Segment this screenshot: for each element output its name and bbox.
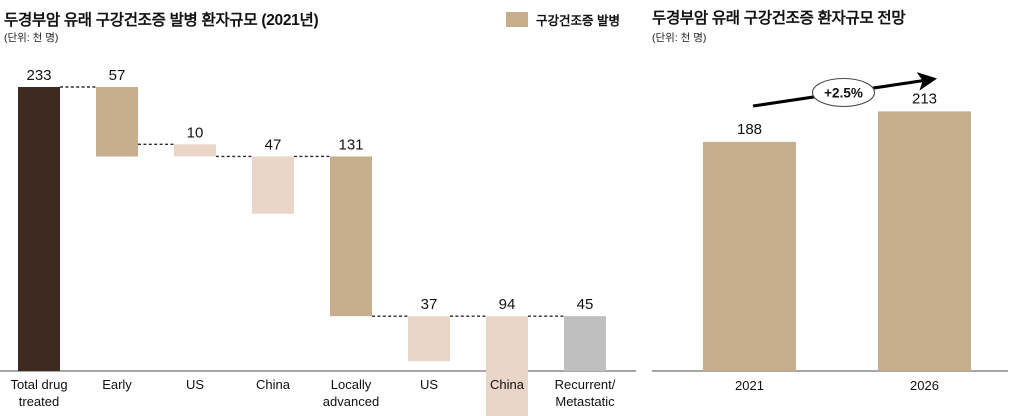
forecast-bar-chart: 188 2021 213 2026 +2.5% <box>652 72 1008 393</box>
bar-rect <box>18 87 60 371</box>
bar-value-label: 213 <box>912 90 937 107</box>
forecast-bar: 188 2021 <box>703 121 796 393</box>
category-label: US <box>420 377 438 392</box>
bar-rect <box>252 156 294 214</box>
bar-value-label: 37 <box>421 296 438 313</box>
bar-rect <box>878 111 971 371</box>
forecast-bar: 213 2026 <box>878 90 971 393</box>
category-label: 2021 <box>735 378 764 393</box>
bar-rect <box>703 141 796 371</box>
bar-value-label: 233 <box>26 67 51 84</box>
cagr-value-label: +2.5% <box>824 86 863 101</box>
legend-color-swatch <box>506 12 528 27</box>
waterfall-bar: 47 China <box>252 136 294 392</box>
bar-rect <box>408 316 450 362</box>
left-panel-unit: (단위: 천 명) <box>4 32 59 44</box>
category-label: Locally advanced <box>323 377 379 409</box>
waterfall-bar: 57 Early <box>96 67 138 392</box>
category-label: US <box>186 377 204 392</box>
bar-value-label: 57 <box>109 67 126 84</box>
category-label: Early <box>102 377 132 392</box>
right-panel-unit: (단위: 천 명) <box>652 32 707 44</box>
bar-value-label: 10 <box>187 124 204 141</box>
waterfall-bar: 94 China <box>486 296 528 416</box>
cagr-annotation: +2.5% <box>752 72 938 108</box>
category-label: China <box>256 377 291 392</box>
bar-rect <box>564 316 606 371</box>
bar-rect <box>96 87 138 157</box>
bar-rect <box>330 156 372 317</box>
bar-rect <box>486 316 528 416</box>
legend: 구강건조증 발병 <box>506 10 620 29</box>
category-label: 2026 <box>910 378 939 393</box>
waterfall-bar: 37 US <box>408 296 450 392</box>
waterfall-bar: 10 US <box>174 124 216 392</box>
waterfall-bar: 233 Total drug treated <box>10 67 67 409</box>
category-label: Recurrent/Metastatic <box>555 377 616 409</box>
bar-rect <box>174 144 216 157</box>
bar-value-label: 94 <box>499 296 516 313</box>
left-panel-title: 두경부암 유래 구강건조증 발병 환자규모 (2021년) <box>4 12 319 29</box>
bar-value-label: 47 <box>265 136 282 153</box>
waterfall-chart: 233 Total drug treated 57 Early 10 US 47 China 13… <box>0 67 636 416</box>
cagr-badge <box>811 77 876 108</box>
bar-value-label: 188 <box>737 121 762 138</box>
category-label: Total drug treated <box>10 377 67 409</box>
waterfall-bar: 45 Recurrent/Metastatic <box>555 296 616 409</box>
right-panel-title: 두경부암 유래 구강건조증 환자규모 전망 <box>652 10 906 27</box>
bar-value-label: 45 <box>577 296 594 313</box>
bar-value-label: 131 <box>338 136 363 153</box>
legend-item-label: 구강건조증 발병 <box>536 14 620 28</box>
waterfall-bar: 131 Locally advanced <box>323 136 379 409</box>
category-label: China <box>490 377 525 392</box>
